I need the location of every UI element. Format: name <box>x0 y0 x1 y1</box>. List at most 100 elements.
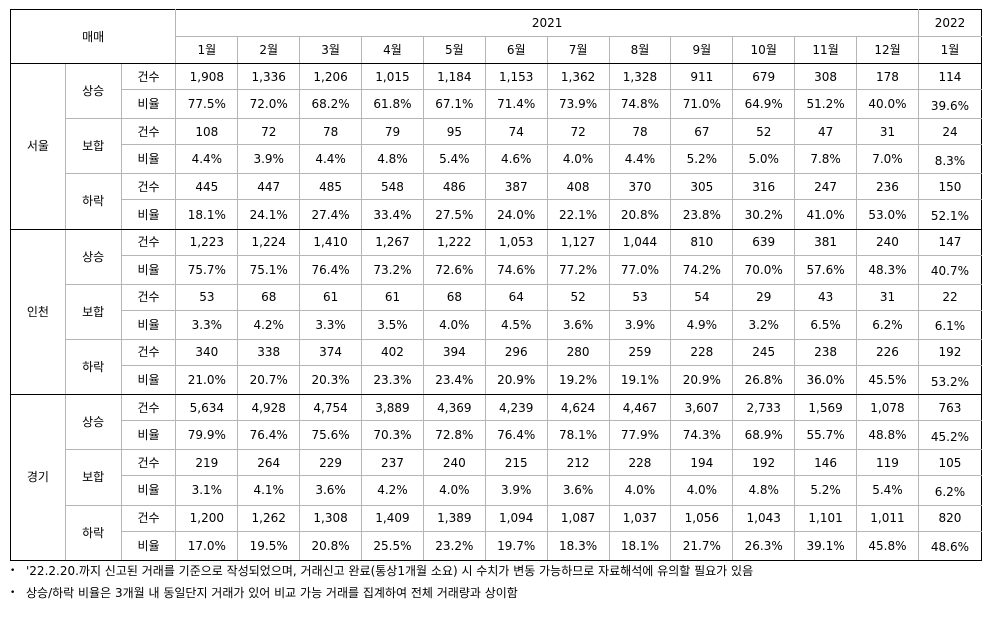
count-cell: 247 <box>794 173 858 201</box>
ratio-cell: 74.6% <box>484 254 548 285</box>
region-label: 서울 <box>10 63 66 230</box>
ratio-cell: 3.5% <box>361 309 424 340</box>
count-cell: 1,015 <box>361 62 424 91</box>
ratio-cell: 4.6% <box>484 144 548 175</box>
table-row: 하락 건수 1,200 1,262 1,308 1,409 1,389 1,094 1,087 1… <box>11 504 983 561</box>
count-cell: 79 <box>361 118 424 146</box>
count-cell: 74 <box>484 118 548 146</box>
count-cell: 447 <box>237 173 301 201</box>
region-label: 경기 <box>10 394 66 561</box>
table-row: 비율 79.9% 76.4% 75.6% 70.3% 72.8% 76.4% 78.1% 77.… <box>11 420 983 451</box>
ratio-cell: 4.0% <box>546 144 610 175</box>
table-row: 비율 77.5% 72.0% 68.2% 61.8% 67.1% 71.4% 73.9% 74.… <box>11 89 983 120</box>
count-cell: 4,754 <box>299 394 363 422</box>
count-cell: 219 <box>175 449 239 477</box>
ratio-cell: 8.3% <box>917 144 983 175</box>
ratio-cell: 78.1% <box>546 420 610 451</box>
count-cell: 43 <box>794 283 858 311</box>
table-row: 경기 상승 건수 5,634 4,928 4,754 3,889 4,369 4,239 4,62… <box>10 394 983 561</box>
count-cell: 1,200 <box>175 504 239 532</box>
ratio-cell: 6.2% <box>917 475 983 506</box>
ratio-cell: 4.4% <box>175 144 239 175</box>
count-cell: 1,410 <box>299 228 363 256</box>
count-cell: 105 <box>917 449 983 477</box>
ratio-cell: 20.8% <box>608 199 672 230</box>
ratio-cell: 41.0% <box>794 199 858 230</box>
ratio-cell: 40.7% <box>917 254 983 285</box>
ratio-cell: 24.1% <box>237 199 301 230</box>
count-cell: 394 <box>422 338 486 367</box>
direction-label: 하락 <box>64 504 122 561</box>
ratio-cell: 20.9% <box>670 365 734 396</box>
count-cell: 53 <box>175 283 239 311</box>
count-cell: 3,889 <box>361 394 424 422</box>
table-row: 비율 4.4% 3.9% 4.4% 4.8% 5.4% 4.6% 4.0% 4.4% 5.2% 5.… <box>11 144 983 175</box>
metric-label: 건수 <box>120 504 177 532</box>
count-cell: 238 <box>794 338 858 367</box>
ratio-cell: 72.0% <box>237 89 301 120</box>
ratio-cell: 6.5% <box>794 309 858 340</box>
count-cell: 24 <box>917 118 983 146</box>
count-cell: 53 <box>608 283 672 311</box>
count-cell: 1,053 <box>484 228 548 256</box>
count-cell: 5,634 <box>175 394 239 422</box>
ratio-cell: 73.9% <box>546 89 610 120</box>
ratio-cell: 39.1% <box>794 530 858 561</box>
count-cell: 54 <box>670 283 734 311</box>
month-header: 3월 <box>299 36 363 64</box>
ratio-cell: 76.4% <box>299 254 363 285</box>
count-cell: 226 <box>856 338 919 367</box>
count-cell: 1,336 <box>237 62 301 91</box>
count-cell: 1,153 <box>484 62 548 91</box>
ratio-cell: 3.6% <box>299 475 363 506</box>
ratio-cell: 4.8% <box>361 144 424 175</box>
count-cell: 810 <box>670 228 734 256</box>
table-row: 비율 18.1% 24.1% 27.4% 33.4% 27.5% 24.0% 22.1% 20.… <box>11 199 983 230</box>
count-cell: 229 <box>299 449 363 477</box>
ratio-cell: 72.6% <box>422 254 486 285</box>
ratio-cell: 5.0% <box>732 144 796 175</box>
count-cell: 108 <box>175 118 239 146</box>
ratio-cell: 3.6% <box>546 309 610 340</box>
ratio-cell: 4.0% <box>670 475 734 506</box>
direction-label: 보합 <box>64 283 122 340</box>
count-cell: 52 <box>732 118 796 146</box>
ratio-cell: 7.8% <box>794 144 858 175</box>
ratio-cell: 7.0% <box>856 144 919 175</box>
count-cell: 387 <box>484 173 548 201</box>
count-cell: 679 <box>732 62 796 91</box>
ratio-cell: 4.8% <box>732 475 796 506</box>
count-cell: 192 <box>917 338 983 367</box>
ratio-cell: 23.3% <box>361 365 424 396</box>
ratio-cell: 39.6% <box>917 89 983 120</box>
ratio-cell: 4.4% <box>608 144 672 175</box>
count-cell: 236 <box>856 173 919 201</box>
direction-label: 상승 <box>64 394 122 451</box>
ratio-cell: 73.2% <box>361 254 424 285</box>
ratio-cell: 55.7% <box>794 420 858 451</box>
ratio-cell: 3.6% <box>546 475 610 506</box>
direction-label: 하락 <box>64 173 122 230</box>
month-header: 4월 <box>361 36 424 64</box>
ratio-cell: 67.1% <box>422 89 486 120</box>
count-cell: 1,569 <box>794 394 858 422</box>
count-cell: 381 <box>794 228 858 256</box>
count-cell: 31 <box>856 118 919 146</box>
metric-label: 건수 <box>120 394 177 422</box>
count-cell: 374 <box>299 338 363 367</box>
month-header: 5월 <box>422 36 486 64</box>
ratio-cell: 19.5% <box>237 530 301 561</box>
count-cell: 1,362 <box>546 62 610 91</box>
count-cell: 402 <box>361 338 424 367</box>
count-cell: 67 <box>670 118 734 146</box>
ratio-cell: 70.3% <box>361 420 424 451</box>
count-cell: 296 <box>484 338 548 367</box>
count-cell: 1,087 <box>546 504 610 532</box>
count-cell: 228 <box>670 338 734 367</box>
ratio-cell: 45.2% <box>917 420 983 451</box>
ratio-cell: 17.0% <box>175 530 239 561</box>
ratio-cell: 23.2% <box>422 530 486 561</box>
ratio-cell: 75.7% <box>175 254 239 285</box>
count-cell: 61 <box>361 283 424 311</box>
direction-label: 상승 <box>64 228 122 285</box>
